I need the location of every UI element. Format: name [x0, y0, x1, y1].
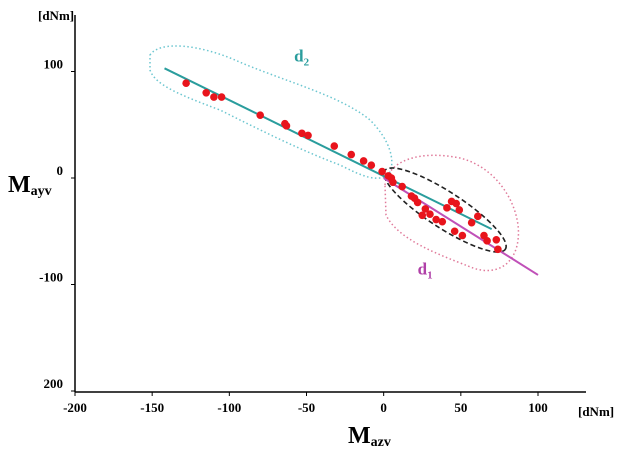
x-tick-label: 50: [454, 400, 467, 415]
data-point: [389, 178, 397, 187]
annotation-sub: 1: [427, 269, 433, 281]
data-point: [182, 79, 190, 88]
x-tick-label: 0: [380, 400, 387, 415]
data-point: [410, 194, 419, 203]
annotation: d1: [418, 260, 433, 282]
data-point: [210, 93, 218, 101]
annotation: d2: [294, 47, 309, 69]
data-point: [452, 199, 461, 208]
data-point: [359, 157, 368, 165]
data-point: [304, 131, 312, 140]
y-unit: [dNm]: [38, 8, 74, 23]
contour-d1: [384, 154, 520, 272]
y-tick-label: 0: [57, 163, 64, 178]
x-tick-label: -50: [298, 400, 315, 415]
data-point: [421, 205, 430, 213]
y-tick-label: -100: [39, 269, 63, 284]
y-axis-label: Mayv: [8, 172, 52, 200]
data-point: [483, 237, 491, 245]
data-point: [426, 210, 434, 219]
y-tick-label: 100: [44, 56, 64, 71]
data-point: [298, 129, 306, 138]
data-point: [432, 215, 440, 224]
x-tick-label: -200: [63, 400, 87, 415]
annotation-main: d: [294, 47, 304, 66]
data-point: [367, 161, 376, 170]
data-point: [443, 204, 451, 212]
y-tick-label: 200: [44, 376, 64, 391]
x-tick-label: -150: [140, 400, 164, 415]
x-tick-label: -100: [217, 400, 241, 415]
contour-d2: [149, 45, 393, 179]
x-tick-label: 100: [528, 400, 548, 415]
data-point: [282, 122, 291, 130]
data-point: [494, 245, 502, 254]
x-unit: [dNm]: [578, 404, 614, 419]
annotation-sub: 2: [304, 56, 310, 68]
data-point: [438, 217, 447, 226]
data-point: [202, 89, 210, 97]
data-point: [347, 150, 356, 159]
data-point: [467, 218, 476, 227]
data-point: [378, 167, 386, 176]
annotation-main: d: [418, 260, 428, 279]
x-axis-label: Mazv: [348, 423, 391, 451]
data-point: [492, 235, 501, 244]
data-point: [398, 182, 406, 191]
data-point: [450, 227, 459, 236]
data-point: [458, 231, 467, 240]
data-point: [418, 211, 427, 220]
data-point: [256, 111, 265, 119]
data-point: [330, 142, 339, 150]
data-point: [217, 93, 226, 101]
data-point: [474, 212, 482, 221]
data-point: [455, 206, 464, 214]
